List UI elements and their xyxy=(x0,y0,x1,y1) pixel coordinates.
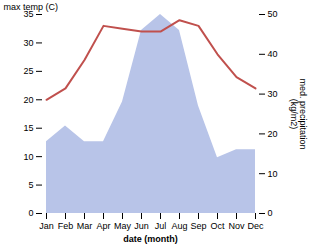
svg-text:0: 0 xyxy=(28,208,33,218)
svg-text:Jun: Jun xyxy=(134,221,149,231)
svg-text:Mar: Mar xyxy=(77,221,93,231)
svg-text:30: 30 xyxy=(268,89,278,99)
svg-text:Dec: Dec xyxy=(247,221,264,231)
svg-text:20: 20 xyxy=(268,129,278,139)
svg-text:35: 35 xyxy=(23,9,34,20)
svg-text:0: 0 xyxy=(268,208,273,218)
svg-text:Oct: Oct xyxy=(210,221,225,231)
svg-text:max temp (C): max temp (C) xyxy=(4,2,59,12)
svg-text:15: 15 xyxy=(23,123,33,133)
svg-text:50: 50 xyxy=(268,9,278,19)
svg-text:Aug: Aug xyxy=(171,221,187,231)
svg-text:Apr: Apr xyxy=(96,221,110,231)
svg-text:5: 5 xyxy=(28,180,33,190)
svg-text:Feb: Feb xyxy=(58,221,74,231)
svg-text:Jan: Jan xyxy=(39,221,54,231)
svg-text:Sep: Sep xyxy=(190,221,206,231)
svg-text:10: 10 xyxy=(268,169,278,179)
svg-text:30: 30 xyxy=(23,38,33,48)
svg-text:date (month): date (month) xyxy=(123,234,178,244)
svg-text:Jul: Jul xyxy=(155,221,167,231)
svg-text:25: 25 xyxy=(23,66,33,76)
svg-text:40: 40 xyxy=(268,49,278,59)
svg-text:10: 10 xyxy=(23,152,33,162)
svg-text:Nov: Nov xyxy=(228,221,245,231)
svg-text:20: 20 xyxy=(23,95,33,105)
svg-text:med. precipitation(kg/m2): med. precipitation(kg/m2) xyxy=(289,78,308,149)
svg-text:May: May xyxy=(114,221,132,231)
